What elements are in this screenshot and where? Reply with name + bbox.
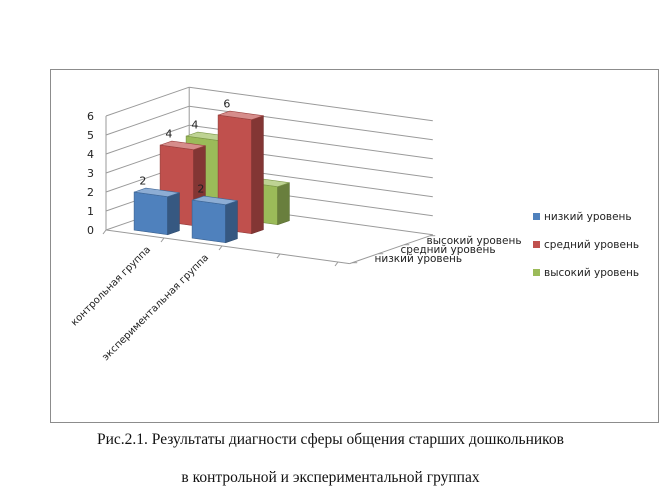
bar-top-1-1: [134, 187, 180, 198]
category-axis-line: [105, 229, 350, 265]
data-label: 2: [139, 174, 146, 187]
category-tick: [218, 245, 223, 251]
category-tick: [334, 261, 339, 267]
category-tick: [276, 253, 281, 259]
legend-label: высокий уровень: [544, 267, 639, 279]
depth-axis-label: средний уровень: [401, 244, 496, 256]
data-label: 6: [223, 97, 230, 110]
data-label: 4: [191, 118, 198, 131]
legend-swatch: [533, 269, 540, 276]
y-tick-label: 3: [87, 167, 94, 180]
y-tick-label: 0: [87, 224, 94, 237]
legend-swatch: [533, 213, 540, 220]
caption-line-1: Рис.2.1. Результаты диагности сферы обще…: [96, 431, 564, 448]
legend-label: низкий уровень: [544, 211, 632, 223]
gridline-side: [105, 86, 190, 117]
bar-side-2-2: [251, 115, 264, 235]
bar-front-1-1: [133, 191, 168, 236]
y-tick-label: 2: [87, 186, 94, 199]
gridline-side: [105, 124, 190, 155]
chart-area: 0 1 2 3 4 5 6 высокий уровень средний уровень низ…: [50, 69, 659, 423]
category-tick: [160, 237, 165, 243]
depth-axis-label: низкий уровень: [375, 253, 463, 265]
bar-side-3-2: [277, 182, 290, 226]
y-tick-label: 1: [87, 205, 94, 218]
data-label: 2: [197, 182, 204, 195]
legend-label: средний уровень: [544, 239, 639, 251]
bar-side-1-2: [225, 200, 238, 244]
y-tick-label: 4: [87, 148, 94, 161]
legend-swatch: [533, 241, 540, 248]
bar-front-1-2: [191, 199, 226, 244]
category-label: экспериментальная группа: [100, 252, 211, 363]
category-tick: [102, 229, 107, 235]
gridline-side: [105, 105, 190, 136]
depth-axis-line: [349, 234, 433, 265]
data-label: 4: [165, 127, 172, 140]
bar-top-2-1: [160, 140, 206, 151]
caption-line-2: в контрольной и экспериментальной группа…: [181, 469, 480, 486]
depth-axis-label: высокий уровень: [427, 235, 522, 247]
bar-top-2-2: [218, 110, 264, 121]
y-tick-label: 6: [87, 110, 94, 123]
y-tick-label: 5: [87, 129, 94, 142]
gridline-back: [189, 86, 433, 122]
bar-side-1-1: [167, 192, 180, 236]
bar-top-1-2: [192, 195, 238, 206]
